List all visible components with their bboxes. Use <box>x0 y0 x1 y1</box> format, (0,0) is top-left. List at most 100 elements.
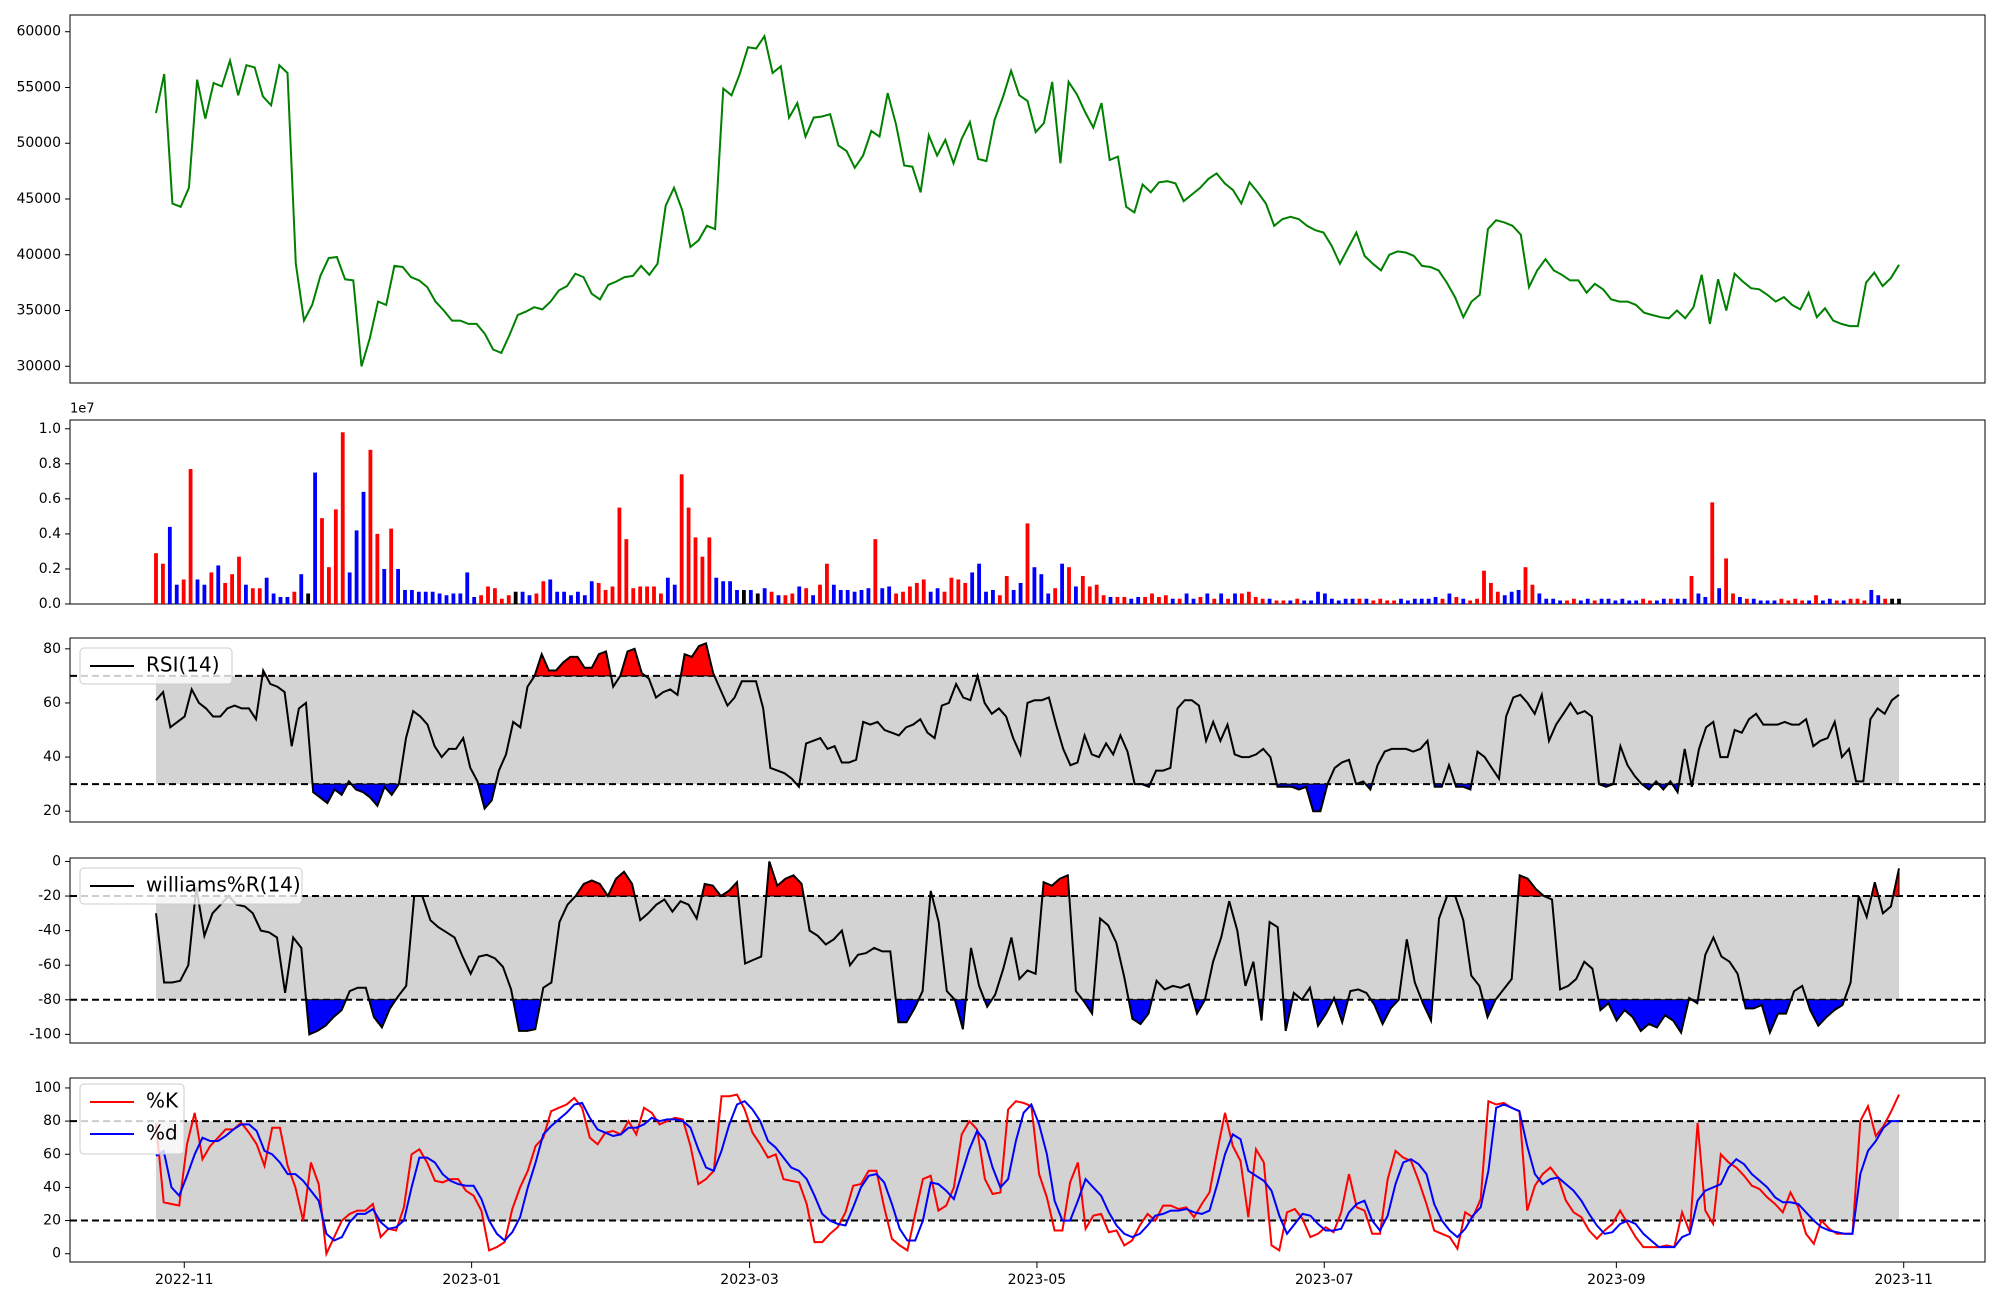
rsi-ytick-label: 80 <box>43 641 61 657</box>
volume-bar <box>244 584 248 604</box>
volume-bar <box>1219 593 1224 604</box>
volume-panel: 0.0 0.2 0.4 0.6 0.8 1.0 1e7 <box>39 402 1986 612</box>
volume-bar <box>1412 598 1417 604</box>
volume-bar <box>638 586 643 604</box>
price-ytick-label: 40000 <box>16 247 61 263</box>
volume-bar <box>1288 600 1293 604</box>
volume-bar <box>1198 596 1203 604</box>
volume-bar <box>1067 567 1071 604</box>
volume-bar <box>195 579 200 604</box>
volume-bar <box>714 577 719 604</box>
volume-bar <box>748 589 753 604</box>
volume-bar <box>1558 600 1562 604</box>
volume-bar <box>1772 600 1777 604</box>
stoch-k-line <box>155 1093 1900 1258</box>
wr-ytick-label: -80 <box>38 992 61 1008</box>
stoch-legend-d-label: %d <box>146 1121 178 1145</box>
volume-bar <box>209 572 214 604</box>
volume-bar <box>1087 586 1092 604</box>
volume-bar <box>1827 598 1832 604</box>
volume-bar <box>161 563 165 604</box>
volume-bar <box>285 596 290 604</box>
volume-bar <box>1053 588 1058 604</box>
volume-bar <box>880 588 885 604</box>
volume-bar <box>610 586 615 604</box>
volume-bar <box>1129 598 1134 604</box>
price-ytick-label: 55000 <box>16 79 61 95</box>
volume-bar <box>721 581 726 604</box>
volume-bar <box>375 533 380 604</box>
wr-overbought-fill <box>1041 874 1070 897</box>
volume-bar <box>596 582 601 604</box>
volume-bar <box>1246 591 1251 604</box>
volume-bar <box>1108 596 1113 604</box>
volume-ytick-label: 0.2 <box>39 561 61 577</box>
volume-bar <box>665 577 670 604</box>
volume-bar <box>1302 600 1307 604</box>
volume-bar <box>479 595 483 604</box>
volume-bar <box>1032 567 1037 604</box>
stoch-ytick-label: 60 <box>43 1146 61 1162</box>
volume-bar <box>1295 598 1300 604</box>
wr-ytick-label: -40 <box>38 923 61 939</box>
volume-bar <box>292 591 297 604</box>
volume-bar <box>825 563 829 604</box>
volume-bar <box>693 537 698 604</box>
volume-bar <box>1205 593 1210 604</box>
volume-bar <box>1385 600 1390 604</box>
wr-ytick-label: 0 <box>52 853 61 869</box>
wr-legend-label: williams%R(14) <box>146 873 301 897</box>
volume-bar <box>1150 593 1154 604</box>
price-panel: 30000 35000 40000 45000 50000 55000 60000 <box>16 14 1986 384</box>
volume-bar <box>1253 596 1258 604</box>
volume-bar <box>361 491 366 604</box>
price-ytick-label: 45000 <box>16 191 61 207</box>
volume-bar <box>901 591 905 604</box>
rsi-panel: 20 40 60 80 RSI(14) <box>43 637 1986 823</box>
volume-bar <box>1502 595 1507 604</box>
volume-bar <box>942 591 947 604</box>
volume-bar <box>1572 598 1576 604</box>
volume-bar <box>589 581 594 604</box>
volume-bar <box>1115 596 1120 604</box>
volume-bar <box>230 574 234 604</box>
volume-bar <box>250 588 255 604</box>
volume-bar <box>1101 595 1106 604</box>
volume-bar <box>444 595 449 604</box>
stoch-d-line <box>155 1100 1899 1249</box>
stoch-ytick-label: 0 <box>52 1246 61 1262</box>
volume-bar <box>887 586 892 604</box>
volume-bar <box>306 593 311 604</box>
volume-bar <box>1440 598 1445 604</box>
wr-overbought-fill <box>607 871 636 897</box>
volume-bar <box>831 584 836 604</box>
volume-bar <box>908 586 912 604</box>
volume-bar <box>1489 582 1493 604</box>
volume-bar <box>299 574 304 604</box>
volume-bar <box>1447 593 1452 604</box>
volume-bar <box>783 595 788 604</box>
stoch-ytick-label: 40 <box>43 1179 61 1195</box>
volume-bar <box>1641 598 1645 604</box>
volume-bar <box>769 591 774 604</box>
volume-bar <box>181 579 186 604</box>
volume-bar <box>1751 598 1756 604</box>
volume-bar <box>1890 598 1894 604</box>
volume-bar <box>728 581 732 604</box>
volume-bar <box>762 588 767 604</box>
volume-bar <box>1786 600 1791 604</box>
volume-bar <box>1537 593 1542 604</box>
volume-bar <box>1233 593 1237 604</box>
volume-bar <box>1634 600 1639 604</box>
volume-bar <box>1454 596 1459 604</box>
volume-bar <box>1724 558 1728 604</box>
volume-bar <box>1461 598 1466 604</box>
volume-bar <box>1821 600 1825 604</box>
volume-ytick-label: 0.6 <box>39 491 61 507</box>
volume-bar <box>852 591 857 604</box>
volume-bar <box>1122 596 1127 604</box>
volume-bar <box>1226 598 1230 604</box>
volume-bar <box>859 589 864 604</box>
volume-bar <box>1765 600 1770 604</box>
volume-bar <box>1157 596 1161 604</box>
